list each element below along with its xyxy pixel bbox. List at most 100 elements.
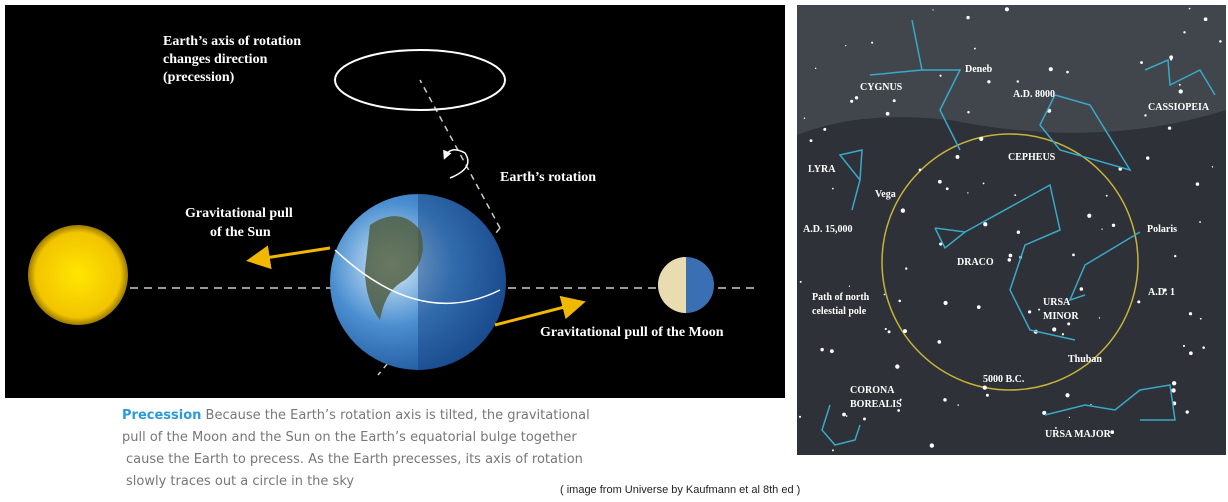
star-chart-label: DRACO [957, 257, 994, 268]
star [946, 187, 949, 190]
star [905, 267, 907, 269]
star [956, 155, 960, 159]
star-chart-label: 5000 B.C. [983, 374, 1025, 385]
star [1005, 7, 1009, 11]
star [1038, 309, 1040, 311]
star [943, 398, 946, 401]
star [987, 80, 990, 83]
milky-way [797, 5, 1226, 135]
star [845, 45, 846, 46]
star [1067, 322, 1070, 325]
star [1170, 58, 1172, 60]
star [1174, 255, 1176, 257]
star [830, 349, 834, 353]
star-chart-label: A.D. 8000 [1013, 89, 1055, 100]
star-chart-label: URSA [1043, 297, 1071, 308]
star [846, 415, 848, 417]
star [886, 112, 890, 116]
star [885, 328, 887, 330]
star [1171, 388, 1175, 392]
star [1090, 404, 1091, 405]
star [939, 75, 941, 77]
star-chart-label: CYGNUS [860, 82, 903, 93]
star [1196, 182, 1199, 185]
star [932, 9, 933, 10]
star [1172, 381, 1176, 385]
star [937, 340, 941, 344]
star [1144, 114, 1146, 116]
star [1101, 229, 1102, 230]
star [815, 68, 816, 69]
caption-heading: Precession [122, 408, 201, 423]
star [1179, 89, 1183, 93]
star [1183, 345, 1185, 347]
axis-label: (precession) [163, 70, 235, 85]
star [966, 16, 969, 19]
caption-line: cause the Earth to precess. As the Earth… [126, 452, 583, 467]
star [1072, 254, 1075, 257]
star [1146, 156, 1149, 159]
star [1204, 17, 1208, 21]
star [842, 413, 846, 417]
star [1202, 346, 1205, 349]
star [1014, 194, 1016, 196]
star [983, 385, 987, 389]
sun [28, 225, 128, 325]
star [977, 305, 981, 309]
star [1212, 166, 1213, 167]
star [1110, 430, 1114, 434]
sun-pull-label: Gravitational pull [185, 206, 293, 221]
star [863, 418, 866, 421]
caption-line: pull of the Moon and the Sun on the Eart… [122, 430, 577, 445]
star [1219, 40, 1222, 43]
star [884, 294, 886, 296]
star-chart-label: CASSIOPEIA [1148, 102, 1210, 113]
star [1189, 312, 1192, 315]
star [895, 364, 899, 368]
star [1199, 221, 1201, 223]
star [849, 286, 850, 287]
star [1099, 317, 1100, 318]
star-chart-label: Deneb [965, 64, 993, 75]
star [832, 449, 834, 451]
star [893, 99, 896, 102]
star [901, 208, 905, 212]
star [903, 329, 907, 333]
star [1080, 287, 1084, 291]
axis-label: Earth’s axis of rotation [163, 34, 301, 49]
sun-pull-label: of the Sun [210, 225, 271, 240]
star [1052, 327, 1056, 331]
star [898, 300, 901, 303]
star [974, 48, 976, 50]
rotation-label: Earth’s rotation [500, 170, 596, 185]
star [1168, 126, 1171, 129]
star [983, 183, 985, 185]
star [1189, 351, 1193, 355]
star [1069, 417, 1070, 418]
star-chart-label: Polaris [1147, 224, 1177, 235]
star [1179, 84, 1181, 86]
caption-line: Precession Because the Earth’s rotation … [122, 408, 590, 423]
star [888, 330, 891, 333]
star [986, 394, 989, 397]
star-chart-label: Vega [875, 189, 896, 200]
star [1087, 214, 1091, 218]
star [1137, 300, 1140, 303]
star [1066, 71, 1069, 74]
star-chart-label: A.D. 15,000 [803, 224, 852, 235]
star [1106, 195, 1108, 197]
star [799, 416, 801, 418]
caption-line: slowly traces out a circle in the sky [126, 474, 354, 489]
figure: Earth’s axis of rotation changes directi… [0, 0, 1228, 502]
star [943, 301, 947, 305]
axis-label: changes direction [163, 52, 268, 67]
star [1017, 230, 1020, 233]
star [820, 348, 823, 351]
star [871, 42, 873, 44]
star-chart-label: BOREALIS [850, 399, 902, 410]
credit: ( image from Universe by Kaufmann et al … [560, 484, 800, 496]
star [1189, 8, 1191, 10]
star-chart-label: CORONA [850, 385, 895, 396]
star-chart-label: celestial pole [812, 306, 867, 317]
star [1008, 258, 1012, 262]
